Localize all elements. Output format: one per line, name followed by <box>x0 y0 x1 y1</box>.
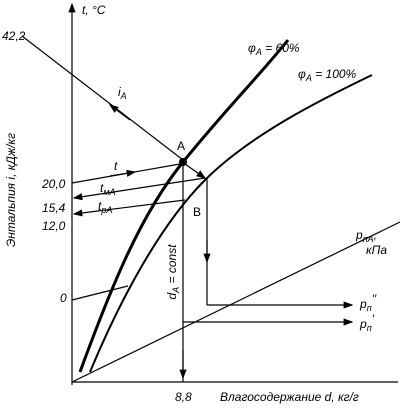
line-label: dA = const <box>165 244 181 300</box>
arrow <box>184 163 206 179</box>
line-label: t <box>114 159 118 173</box>
phi100-curve <box>89 74 373 373</box>
tick-label: 15,4 <box>42 201 66 215</box>
enthalpy-line <box>21 35 184 161</box>
label-part: рА <box>100 205 112 215</box>
label-part: = 100% <box>312 67 357 81</box>
label-part: ' <box>372 312 375 326</box>
line-label: tмА <box>100 181 116 197</box>
label-part: A <box>120 91 127 101</box>
label-part: пА <box>363 234 374 244</box>
label-part: = const <box>165 244 179 287</box>
pressure-label: pпА, <box>355 228 377 244</box>
point-label: B <box>193 205 201 219</box>
label-part: d <box>165 293 179 300</box>
label-part: п <box>367 303 372 313</box>
pressure-label: pп' <box>359 312 375 333</box>
tick-label: 8,8 <box>175 390 192 404</box>
t-axis-label: t, °C <box>82 3 106 17</box>
zero-line <box>71 285 129 301</box>
t-pa-line <box>72 199 186 217</box>
label-part: t <box>98 199 102 213</box>
label-part: t <box>100 181 104 195</box>
tick-label: 0 <box>60 291 67 305</box>
line-label: iA <box>118 85 127 101</box>
arrow <box>109 169 137 177</box>
tick-label: 20,0 <box>41 177 66 191</box>
t-ma-line <box>72 177 206 201</box>
curve-label: φA = 100% <box>298 67 357 83</box>
arrow <box>109 104 131 121</box>
y-axis-label: Энтальпия i, кДж/кг <box>4 133 18 247</box>
tick-label: 12,0 <box>42 219 66 233</box>
pressure-unit: кПа <box>366 243 387 257</box>
phi60-curve <box>78 39 290 373</box>
curve-label: φA = 60% <box>248 41 300 57</box>
label-part: = 60% <box>262 41 300 55</box>
label-part: п <box>367 323 372 333</box>
label-part: A <box>255 47 262 57</box>
point-label: A <box>177 139 185 153</box>
label-part: p <box>359 297 367 311</box>
tick-label: 42,2 <box>2 29 26 43</box>
label-part: φ <box>248 41 256 55</box>
label-part: A <box>171 287 181 294</box>
label-part: мА <box>103 187 115 197</box>
label-part: p <box>359 317 367 331</box>
label-part: φ <box>298 67 306 81</box>
label-part: '' <box>372 292 377 306</box>
x-axis-label: Влагосодержание d, кг/г <box>220 390 359 404</box>
label-part: p <box>355 228 363 242</box>
label-part: , <box>374 228 377 242</box>
line-label: tрА <box>98 199 112 215</box>
label-part: A <box>305 73 312 83</box>
label-part: i <box>118 85 121 99</box>
pressure-label: pп'' <box>359 292 377 313</box>
pressure-line <box>71 221 400 383</box>
